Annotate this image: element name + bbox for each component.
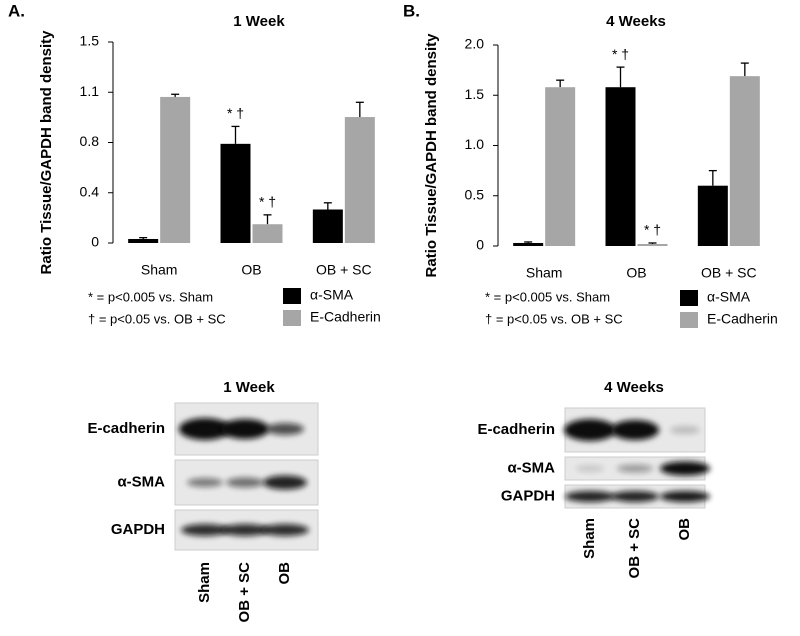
error-bar — [139, 236, 148, 239]
error-bar — [708, 169, 717, 186]
y-tick-label: 0.4 — [80, 183, 100, 199]
blot-band — [263, 475, 307, 490]
legend-swatch — [680, 290, 698, 306]
blot-lane-label: OB + SC — [626, 518, 643, 579]
error-bar — [616, 66, 625, 88]
y-tick-label: 0.5 — [465, 186, 485, 202]
panel-label: A. — [8, 1, 25, 20]
y-tick-label: 0 — [476, 237, 484, 253]
error-bar — [323, 202, 332, 210]
y-tick-label: 1.0 — [465, 136, 485, 152]
bar — [637, 243, 668, 246]
blot-row-label: α-SMA — [117, 473, 165, 490]
blot-band — [187, 478, 223, 487]
blot-band — [266, 423, 304, 435]
significance-mark: * † — [227, 105, 244, 121]
y-tick-label: 2.0 — [465, 36, 485, 52]
blot-row-label: GAPDH — [111, 521, 165, 538]
bar — [344, 117, 375, 243]
blot-band — [611, 491, 659, 502]
error-bar — [263, 214, 272, 225]
y-tick-label: 1.1 — [80, 83, 100, 99]
blot-band — [179, 418, 231, 440]
significance-mark: * † — [644, 222, 661, 238]
blot-title: 1 Week — [223, 379, 275, 396]
blot-lane-label: Sham — [581, 518, 598, 559]
footnote: * = p<0.005 vs. Sham — [88, 289, 213, 304]
blot-band — [221, 524, 269, 536]
error-bar — [524, 241, 533, 243]
blot-row-label: E-cadherin — [477, 421, 555, 438]
x-tick-label: Sham — [526, 265, 563, 281]
bar — [697, 185, 728, 246]
error-bar — [648, 242, 657, 244]
x-tick-label: OB — [626, 265, 646, 281]
blot-row-label: E-cadherin — [87, 420, 165, 437]
legend-label: E-Cadherin — [707, 311, 778, 327]
blot-band — [611, 420, 659, 440]
blot-lane-label: OB + SC — [236, 562, 253, 623]
bar — [729, 76, 760, 246]
blot-band — [660, 461, 710, 476]
bar — [513, 242, 544, 246]
chart-title: 1 Week — [233, 13, 285, 30]
footnote: † = p<0.05 vs. OB + SC — [88, 311, 226, 326]
blot-title: 4 Weeks — [604, 379, 664, 396]
x-tick-label: OB + SC — [316, 262, 372, 278]
panel-label: B. — [403, 1, 420, 20]
blot-band — [617, 464, 653, 473]
y-axis-label: Ratio Tissue/GAPDH band density — [38, 30, 55, 275]
bar — [545, 87, 576, 247]
x-tick-label: OB — [241, 262, 261, 278]
y-tick-label: 1.5 — [465, 86, 485, 102]
blot-band — [576, 465, 604, 472]
legend-swatch — [283, 310, 301, 326]
blot-band — [221, 419, 269, 439]
footnote: * = p<0.005 vs. Sham — [485, 289, 610, 304]
error-bar — [171, 93, 180, 97]
bar — [252, 224, 283, 243]
blot-band — [226, 477, 264, 488]
x-tick-label: OB + SC — [701, 265, 757, 281]
y-tick-label: 0.8 — [80, 133, 100, 149]
blot-band — [670, 426, 700, 434]
bar — [220, 143, 251, 243]
error-bar — [556, 79, 565, 88]
y-tick-label: 0 — [91, 234, 99, 250]
legend-label: E-Cadherin — [310, 309, 381, 325]
y-tick-label: 1.5 — [80, 33, 100, 49]
y-axis-label: Ratio Tissue/GAPDH band density — [423, 33, 440, 278]
significance-mark: * † — [612, 46, 629, 62]
legend-swatch — [680, 312, 698, 328]
x-tick-label: Sham — [141, 262, 178, 278]
blot-band — [565, 491, 615, 502]
significance-mark: * † — [259, 194, 276, 210]
bar — [605, 87, 636, 247]
legend-swatch — [283, 288, 301, 304]
blot-lane-label: OB — [676, 518, 693, 541]
blot-band — [660, 491, 710, 502]
error-bar — [355, 101, 364, 118]
blot-row-label: GAPDH — [501, 487, 555, 504]
blot-band — [261, 524, 309, 536]
error-bar — [231, 125, 240, 144]
blot-lane-label: Sham — [196, 562, 213, 603]
blot-band — [181, 524, 229, 536]
bar — [312, 209, 343, 243]
error-bar — [740, 62, 749, 77]
bar — [128, 238, 159, 243]
footnote: † = p<0.05 vs. OB + SC — [485, 311, 623, 326]
legend-label: α-SMA — [707, 289, 751, 305]
chart-title: 4 Weeks — [606, 13, 666, 30]
bar — [160, 96, 191, 243]
blot-lane-label: OB — [276, 562, 293, 585]
blot-row-label: α-SMA — [507, 459, 555, 476]
blot-band — [564, 419, 616, 441]
legend-label: α-SMA — [310, 287, 354, 303]
